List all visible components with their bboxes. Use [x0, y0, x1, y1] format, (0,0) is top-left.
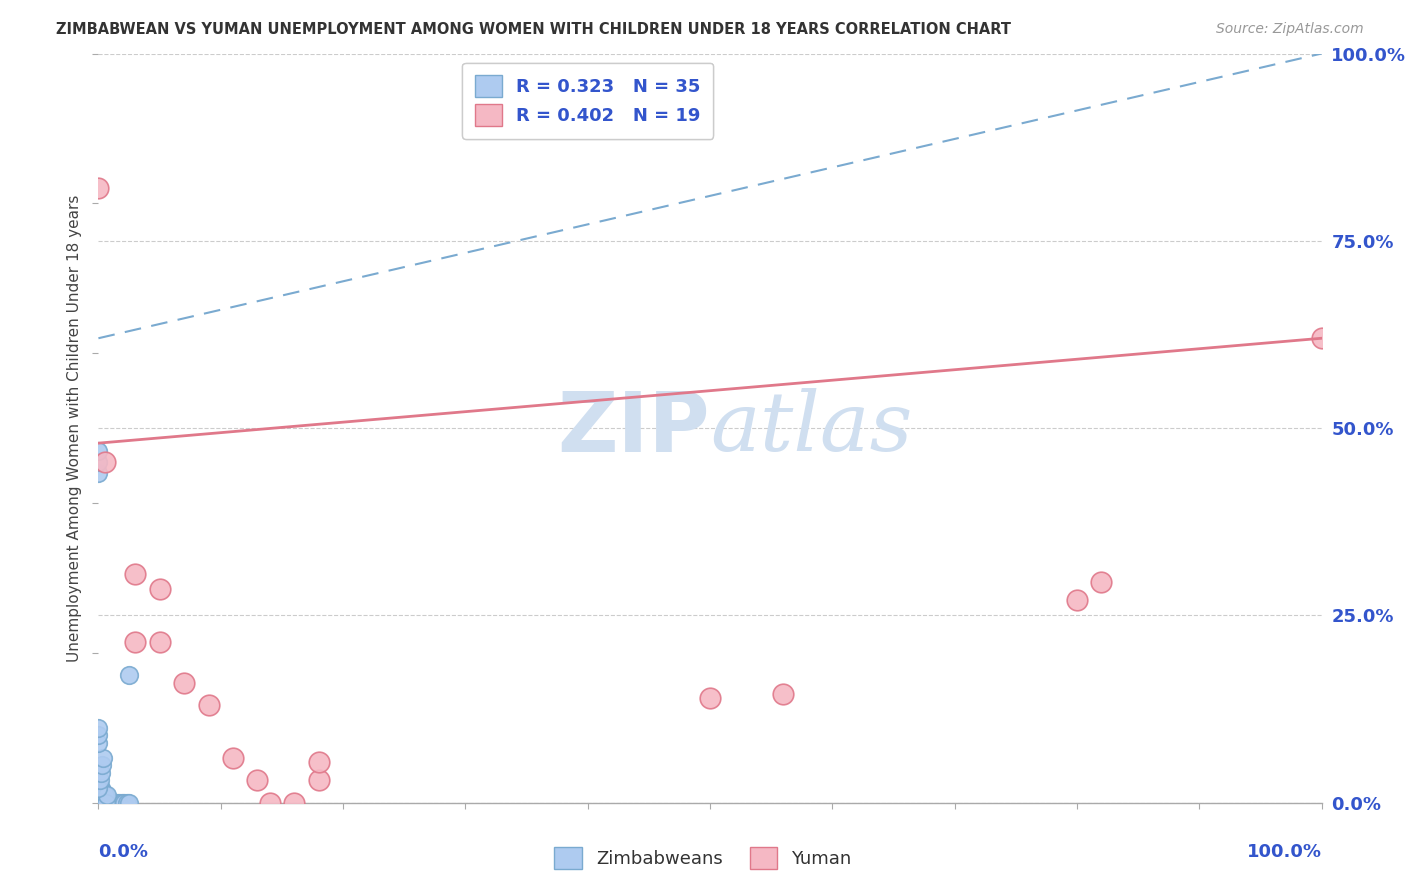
Point: [699, 690, 721, 705]
Point: [173, 676, 195, 690]
Point: [89, 796, 111, 810]
Legend: R = 0.323   N = 35, R = 0.402   N = 19: R = 0.323 N = 35, R = 0.402 N = 19: [463, 62, 713, 139]
Legend: Zimbabweans, Yuman: Zimbabweans, Yuman: [546, 838, 860, 879]
Text: ZIMBABWEAN VS YUMAN UNEMPLOYMENT AMONG WOMEN WITH CHILDREN UNDER 18 YEARS CORREL: ZIMBABWEAN VS YUMAN UNEMPLOYMENT AMONG W…: [56, 22, 1011, 37]
Point: [89, 773, 111, 788]
Text: 100.0%: 100.0%: [1247, 843, 1322, 861]
Point: [90, 765, 112, 780]
Point: [1310, 331, 1333, 345]
Point: [91, 796, 114, 810]
Point: [124, 567, 146, 582]
Point: [149, 634, 172, 648]
Point: [87, 466, 110, 480]
Point: [308, 755, 330, 769]
Point: [91, 751, 114, 765]
Point: [96, 796, 118, 810]
Point: [105, 796, 128, 810]
Point: [108, 796, 131, 810]
Point: [246, 773, 269, 788]
Point: [89, 789, 111, 803]
Text: atlas: atlas: [710, 388, 912, 468]
Point: [87, 181, 110, 195]
Point: [87, 443, 110, 458]
Point: [124, 634, 146, 648]
Point: [111, 796, 134, 810]
Point: [1066, 593, 1088, 607]
Point: [259, 796, 281, 810]
Point: [90, 796, 112, 810]
Point: [222, 751, 245, 765]
Point: [112, 796, 135, 810]
Point: [91, 796, 114, 810]
Point: [93, 455, 115, 469]
Point: [87, 796, 110, 810]
Point: [87, 455, 110, 469]
Point: [91, 758, 114, 772]
Point: [87, 780, 110, 795]
Point: [283, 796, 305, 810]
Point: [87, 736, 110, 750]
Point: [197, 698, 219, 713]
Point: [98, 796, 121, 810]
Text: 0.0%: 0.0%: [98, 843, 149, 861]
Point: [118, 668, 141, 682]
Point: [87, 728, 110, 742]
Text: Source: ZipAtlas.com: Source: ZipAtlas.com: [1216, 22, 1364, 37]
Point: [93, 796, 115, 810]
Point: [90, 780, 112, 795]
Point: [96, 789, 118, 803]
Point: [772, 687, 794, 701]
Point: [1090, 574, 1112, 589]
Point: [87, 721, 110, 735]
Point: [91, 789, 114, 803]
Point: [118, 796, 141, 810]
Point: [93, 789, 115, 803]
Point: [149, 582, 172, 597]
Point: [308, 773, 330, 788]
Y-axis label: Unemployment Among Women with Children Under 18 years: Unemployment Among Women with Children U…: [66, 194, 82, 662]
Point: [103, 796, 125, 810]
Point: [94, 796, 117, 810]
Text: ZIP: ZIP: [558, 388, 710, 468]
Point: [91, 784, 114, 798]
Point: [101, 796, 124, 810]
Point: [115, 796, 138, 810]
